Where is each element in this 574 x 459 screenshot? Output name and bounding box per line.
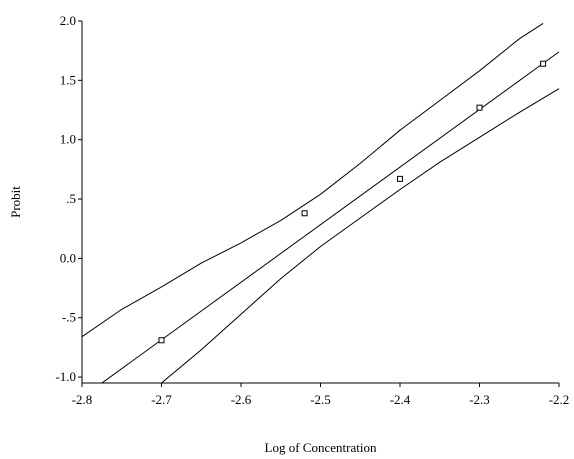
y-tick-label: -1.0 (55, 369, 76, 384)
data-point (397, 175, 403, 182)
y-ticks: 2.0 1.5 1.0 .5 0.0 -.5 -1.0 (55, 13, 82, 384)
x-tick-label: -2.7 (151, 392, 172, 407)
data-point (476, 104, 483, 111)
x-tick-label: -2.6 (231, 392, 252, 407)
y-tick-label: 1.5 (60, 72, 76, 87)
confidence-band-line (161, 88, 560, 384)
y-axis-title: Probit (8, 186, 23, 218)
fitted-line (101, 51, 560, 384)
x-tick-label: -2.5 (310, 392, 331, 407)
y-tick-label: 1.0 (60, 132, 76, 147)
fitted-lines (81, 22, 560, 384)
x-tick-label: -2.3 (469, 392, 490, 407)
x-ticks: -2.8 -2.7 -2.6 -2.5 -2.4 -2.3 -2.2 (72, 383, 570, 407)
data-point (301, 210, 308, 217)
x-tick-label: -2.4 (390, 392, 411, 407)
y-tick-label: .5 (66, 191, 76, 206)
x-tick-label: -2.2 (549, 392, 570, 407)
data-point (158, 337, 165, 344)
y-tick-label: -.5 (62, 310, 76, 325)
y-tick-label: 0.0 (60, 250, 76, 265)
axes (81, 21, 559, 384)
data-points (158, 60, 547, 344)
x-axis-title: Log of Concentration (265, 440, 377, 455)
data-point (540, 60, 547, 67)
x-tick-label: -2.8 (72, 392, 93, 407)
confidence-band-line (81, 22, 544, 338)
y-tick-label: 2.0 (60, 13, 76, 28)
